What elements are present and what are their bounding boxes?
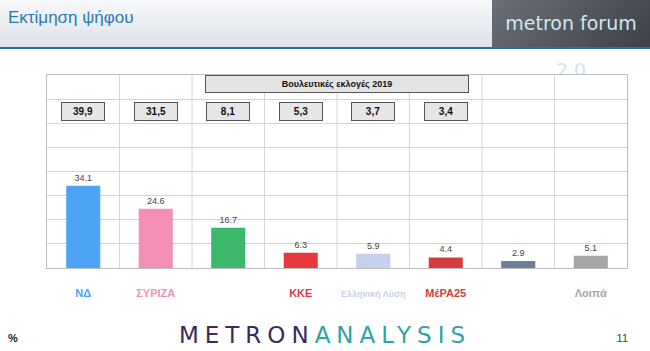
html-text:metron forum 2.0: metron forum 2.0 [505,12,637,81]
svg-text:34.1: 34.1 [74,173,92,183]
svg-text:ΣΥΡΙΖΑ: ΣΥΡΙΖΑ [136,287,175,299]
svg-text:24.6: 24.6 [147,196,165,206]
svg-text:3,4: 3,4 [439,106,453,117]
svg-text:5,3: 5,3 [294,106,308,117]
svg-text:ΝΔ: ΝΔ [75,287,91,299]
svg-text:5.1: 5.1 [584,243,597,253]
svg-text:31,5: 31,5 [146,106,166,117]
svg-text:4.4: 4.4 [439,244,452,254]
svg-text:3,7: 3,7 [366,106,380,117]
html-text:METRON ANALYSIS: METRON ANALYSIS [178,322,472,348]
html-text:Εκτίμηση ψήφου: Εκτίμηση ψήφου [8,8,134,27]
svg-text:Λοιπά: Λοιπά [575,287,607,299]
svg-text:8,1: 8,1 [221,106,235,117]
svg-text:ΜέΡΑ25: ΜέΡΑ25 [425,287,466,299]
svg-text:2.9: 2.9 [512,248,525,258]
svg-text:16.7: 16.7 [219,215,237,225]
svg-text:ΚΚΕ: ΚΚΕ [289,287,312,299]
svg-text:Ελληνική Λύση: Ελληνική Λύση [341,289,406,299]
svg-text:39,9: 39,9 [73,106,93,117]
svg-text:6.3: 6.3 [294,240,307,250]
svg-text:5.9: 5.9 [367,241,380,251]
svg-text:Βουλευτικές εκλογές 2019: Βουλευτικές εκλογές 2019 [282,79,392,89]
html-text:11: 11 [616,332,628,344]
